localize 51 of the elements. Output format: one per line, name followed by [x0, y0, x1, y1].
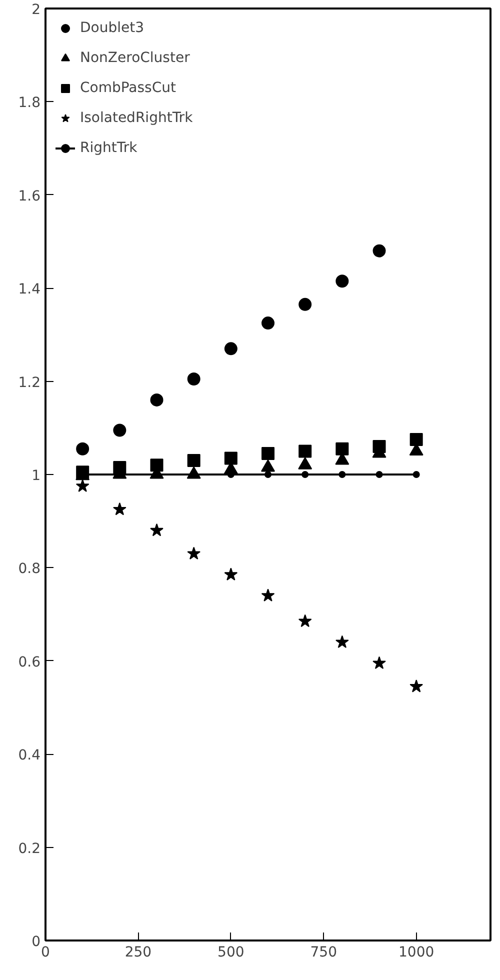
point: [150, 393, 164, 406]
y-tick-label: 0.6: [18, 654, 41, 670]
y-tick-label: 2: [32, 2, 41, 18]
y-tick-label: 0.4: [18, 748, 41, 764]
point: [335, 635, 349, 648]
legend-label: IsolatedRightTrk: [80, 110, 193, 126]
y-tick-label: 1.2: [18, 374, 40, 391]
point: [113, 424, 126, 437]
y-tick-label: 1.4: [18, 282, 41, 298]
x-tick-label: 250: [124, 944, 152, 960]
point: [298, 298, 312, 311]
y-tick-label: 1: [32, 468, 41, 484]
point: [76, 479, 90, 492]
point: [187, 372, 200, 386]
point: [410, 680, 424, 692]
point: [336, 274, 349, 288]
point: [150, 458, 164, 472]
point: [76, 442, 90, 456]
point: [412, 471, 420, 478]
point: [336, 442, 349, 456]
y-tick-label: 0.8: [18, 561, 40, 578]
point: [338, 471, 346, 478]
point: [150, 523, 164, 536]
point: [262, 316, 274, 330]
point: [372, 656, 386, 669]
y-tick-label: 1.6: [18, 188, 41, 204]
point: [264, 471, 272, 478]
legend-label: RightTrk: [80, 140, 138, 156]
y-tick-label: 1.8: [18, 95, 40, 112]
point: [224, 342, 238, 356]
legend-label: NonZeroCluster: [80, 50, 190, 66]
legend-label: Doublet3: [80, 20, 144, 36]
point: [410, 433, 423, 446]
point: [262, 447, 274, 460]
point: [298, 444, 312, 458]
point: [302, 471, 309, 478]
point: [224, 568, 238, 580]
point: [261, 588, 275, 602]
y-tick-label: 0.2: [18, 840, 40, 857]
point: [376, 471, 383, 478]
point: [187, 546, 201, 560]
point: [372, 244, 386, 258]
point: [187, 454, 200, 468]
y-tick-label: 0: [32, 934, 41, 950]
point: [298, 614, 312, 628]
point: [224, 452, 238, 465]
x-tick-label: 750: [310, 944, 337, 960]
point: [112, 502, 126, 516]
x-tick-label: 500: [218, 944, 244, 960]
x-tick-label: 1000: [398, 944, 434, 960]
legend-label: CombPassCut: [80, 80, 176, 96]
